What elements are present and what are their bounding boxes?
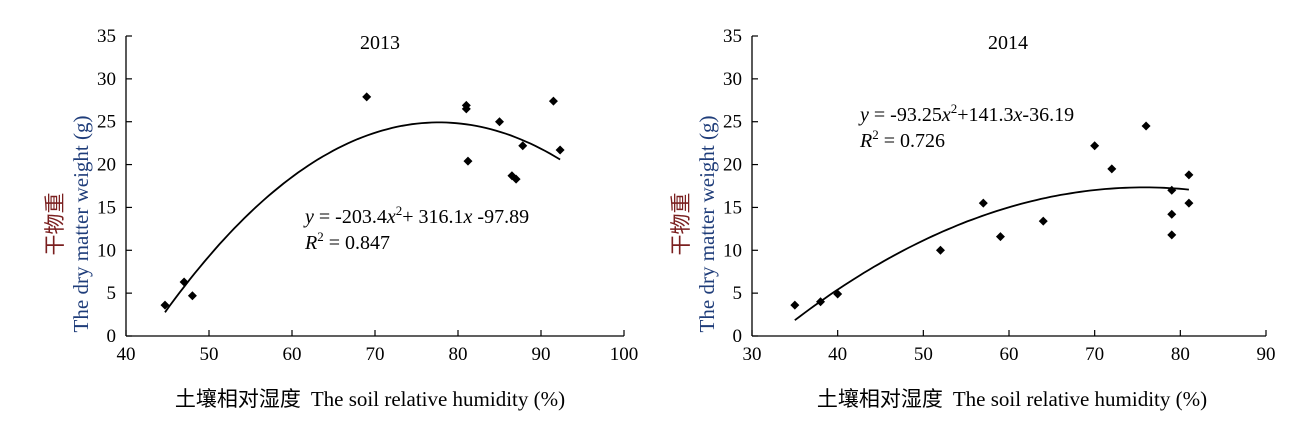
- x-tick-label: 90: [532, 344, 551, 365]
- y-tick-label: 0: [733, 326, 743, 347]
- data-point: [187, 291, 197, 301]
- axes: [125, 36, 624, 337]
- y-tick-label: 30: [723, 69, 742, 90]
- data-point: [1090, 141, 1100, 151]
- data-point: [995, 232, 1005, 242]
- x-tick-label: 50: [914, 344, 933, 365]
- y-tick-label: 35: [723, 26, 742, 47]
- y-tick-label: 25: [97, 112, 116, 133]
- data-point: [518, 141, 528, 151]
- y-tick-label: 5: [107, 283, 117, 304]
- x-tick-label: 40: [117, 344, 136, 365]
- data-point: [833, 289, 843, 299]
- data-points: [790, 121, 1194, 310]
- data-point: [978, 198, 988, 208]
- data-point: [461, 104, 471, 114]
- chart-2013: 2013 The dry matter weight (g) 干物重 土壤相对湿…: [43, 26, 638, 411]
- data-point: [790, 300, 800, 310]
- y-axis-label: The dry matter weight (g) 干物重: [43, 116, 93, 333]
- y-tick-label: 20: [97, 155, 116, 176]
- data-point: [362, 92, 372, 102]
- x-tick-label: 60: [283, 344, 302, 365]
- x-axis-label-cn: 土壤相对湿度: [175, 387, 301, 411]
- x-tick-label: 70: [1085, 344, 1104, 365]
- x-axis-label-en: The soil relative humidity (%): [953, 387, 1207, 411]
- x-axis-label-en: The soil relative humidity (%): [311, 387, 565, 411]
- y-tick-label: 5: [733, 283, 743, 304]
- y-tick-label: 10: [723, 240, 742, 261]
- data-point: [555, 145, 565, 155]
- svg-text:土壤相对湿度 The soil relati: 土壤相对湿度 The soil relative humidity (%): [175, 387, 565, 411]
- fit-equation: y = -203.4x2+ 316.1x -97.89: [303, 203, 529, 228]
- x-tick-label: 40: [828, 344, 847, 365]
- r-squared: R2 = 0.847: [304, 229, 390, 254]
- x-tick-label: 80: [449, 344, 468, 365]
- svg-text:土壤相对湿度 The soil relati: 土壤相对湿度 The soil relative humidity (%): [817, 387, 1207, 411]
- data-point: [816, 297, 826, 307]
- data-point: [935, 245, 945, 255]
- data-point: [179, 277, 189, 287]
- x-axis-label: 土壤相对湿度 The soil relative humidity (%): [175, 387, 565, 411]
- x-tick-label: 100: [610, 344, 639, 365]
- data-point: [1167, 185, 1177, 195]
- fit-equation: y = -93.25x2+141.3x-36.19: [858, 101, 1074, 126]
- y-axis-label-cn: 干物重: [43, 193, 67, 256]
- data-point: [463, 156, 473, 166]
- y-axis-label-en: The dry matter weight (g): [695, 116, 719, 333]
- y-tick-label: 30: [97, 69, 116, 90]
- data-points: [160, 92, 565, 310]
- fit-curve: [164, 121, 561, 313]
- ticks: 0 5 10 15 20 25 30 35 40 50 60 70 80 90 100: [97, 26, 638, 365]
- x-axis-label-cn: 土壤相对湿度: [817, 387, 943, 411]
- axes: [751, 36, 1266, 337]
- data-point: [1167, 230, 1177, 240]
- x-tick-label: 70: [366, 344, 385, 365]
- x-tick-label: 50: [200, 344, 219, 365]
- y-axis-label-cn: 干物重: [669, 193, 693, 256]
- data-point: [1184, 170, 1194, 180]
- chart-2014: 2014 The dry matter weight (g) 干物重 土壤相对湿…: [669, 26, 1276, 411]
- data-point: [1107, 164, 1117, 174]
- y-tick-label: 15: [723, 197, 742, 218]
- data-point: [1141, 121, 1151, 131]
- r-squared: R2 = 0.726: [859, 127, 945, 152]
- y-axis-label: The dry matter weight (g) 干物重: [669, 116, 719, 333]
- y-tick-label: 35: [97, 26, 116, 47]
- fit-curve: [794, 186, 1189, 321]
- chart-title: 2013: [360, 32, 400, 54]
- data-point: [548, 96, 558, 106]
- y-tick-label: 10: [97, 240, 116, 261]
- data-point: [1038, 216, 1048, 226]
- x-tick-label: 30: [743, 344, 762, 365]
- chart-title: 2014: [988, 32, 1028, 54]
- y-tick-label: 20: [723, 155, 742, 176]
- ticks: 0 5 10 15 20 25 30 35 30 40 50 60 70 80 90: [723, 26, 1276, 365]
- y-tick-label: 25: [723, 112, 742, 133]
- data-point: [1167, 209, 1177, 219]
- x-axis-label: 土壤相对湿度 The soil relative humidity (%): [817, 387, 1207, 411]
- y-tick-label: 0: [107, 326, 117, 347]
- x-tick-label: 90: [1257, 344, 1276, 365]
- data-point: [1184, 198, 1194, 208]
- y-axis-label-en: The dry matter weight (g): [69, 116, 93, 333]
- data-point: [495, 117, 504, 127]
- data-point: [511, 174, 521, 184]
- data-point: [160, 300, 170, 310]
- x-tick-label: 80: [1171, 344, 1190, 365]
- x-tick-label: 60: [1000, 344, 1019, 365]
- y-tick-label: 15: [97, 197, 116, 218]
